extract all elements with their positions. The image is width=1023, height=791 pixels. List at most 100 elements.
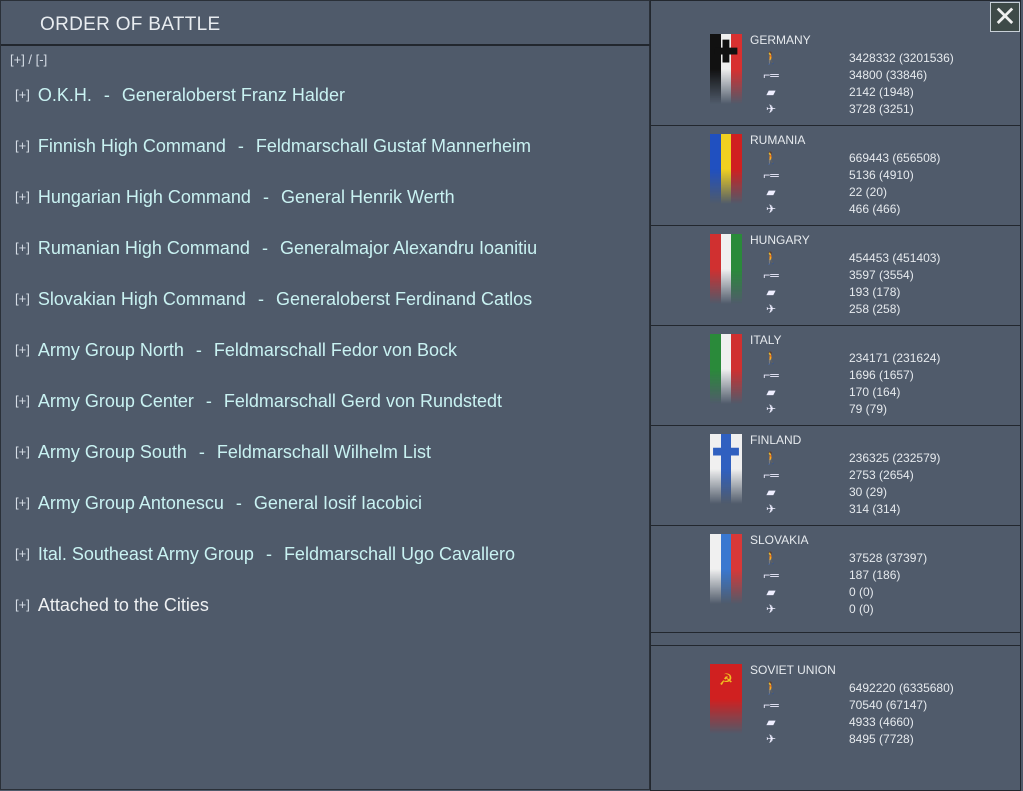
separator: -	[103, 85, 110, 105]
tank-icon: ▰	[766, 714, 776, 729]
close-button[interactable]: ✕	[990, 2, 1020, 32]
nation-summary-panel: ✚ GERMANY 🚶 3428332 (3201536) ⌐═ 34800 (33846…	[650, 0, 1023, 791]
command-name: Rumanian High Command	[37, 238, 250, 258]
separator: -	[198, 442, 205, 462]
stat-row: ⌐═ 5136 (4910)	[759, 166, 913, 183]
stat-row: ✈ 258 (258)	[759, 300, 900, 317]
nation-name: RUMANIA	[750, 133, 806, 147]
expand-button[interactable]: [+]	[15, 597, 30, 612]
separator: -	[262, 187, 269, 207]
stat-value: 3597 (3554)	[849, 267, 914, 282]
stat-row: 🚶 236325 (232579)	[759, 449, 941, 466]
stat-value: 0 (0)	[849, 601, 874, 616]
command-row[interactable]: [+] O.K.H. - Generaloberst Franz Halder	[15, 85, 345, 106]
stat-row: ⌐═ 187 (186)	[759, 566, 900, 583]
tank-icon: ▰	[766, 284, 776, 299]
stat-value: 34800 (33846)	[849, 67, 928, 82]
flag-icon: ✚	[710, 434, 743, 504]
stat-value: 3728 (3251)	[849, 101, 914, 116]
command-row[interactable]: [+] Army Group Center - Feldmarschall Gerd …	[15, 391, 502, 412]
page-title: ORDER OF BATTLE	[40, 14, 221, 35]
command-row[interactable]: [+] Hungarian High Command - General Henrik…	[15, 187, 455, 208]
command-row[interactable]: [+] Rumanian High Command - Generalmajor Al…	[15, 238, 537, 259]
expand-collapse-all-toggle[interactable]: [+] / [-]	[10, 52, 48, 67]
nation-stats: 🚶 454453 (451403) ⌐═ 3597 (3554) ▰ 193 (178) ✈…	[759, 249, 941, 317]
commander-name: General Iosif Iacobici	[253, 493, 423, 513]
separator: -	[205, 391, 212, 411]
stat-row: ▰ 30 (29)	[759, 483, 887, 500]
stat-value: 70540 (67147)	[849, 697, 928, 712]
command-row-attached-cities[interactable]: [+] Attached to the Cities	[15, 595, 209, 616]
stat-row: ✈ 3728 (3251)	[759, 100, 914, 117]
aircraft-icon: ✈	[765, 501, 777, 516]
stat-row: ▰ 0 (0)	[759, 583, 873, 600]
stat-row: ⌐═ 70540 (67147)	[759, 696, 927, 713]
stat-value: 187 (186)	[849, 567, 901, 582]
separator: -	[237, 136, 244, 156]
stat-value: 170 (164)	[849, 384, 901, 399]
expand-button[interactable]: [+]	[15, 444, 30, 459]
stat-value: 193 (178)	[849, 284, 901, 299]
commander-name: General Henrik Werth	[280, 187, 455, 207]
separator: -	[235, 493, 242, 513]
stat-value: 2142 (1948)	[849, 84, 914, 99]
stat-row: ⌐═ 2753 (2654)	[759, 466, 913, 483]
command-row[interactable]: [+] Finnish High Command - Feldmarschall Gu…	[15, 136, 531, 157]
aircraft-icon: ✈	[765, 731, 777, 746]
expand-button[interactable]: [+]	[15, 189, 30, 204]
nation-name: SOVIET UNION	[750, 663, 836, 677]
stat-value: 2753 (2654)	[849, 467, 914, 482]
divider	[1, 44, 651, 46]
artillery-icon: ⌐═	[763, 167, 779, 182]
nation-panel: HUNGARY 🚶 454453 (451403) ⌐═ 3597 (3554) ▰ 193…	[650, 225, 1021, 326]
expand-button[interactable]: [+]	[15, 138, 30, 153]
command-name: Slovakian High Command	[37, 289, 246, 309]
aircraft-icon: ✈	[765, 101, 777, 116]
expand-button[interactable]: [+]	[15, 87, 30, 102]
nation-stats: 🚶 6492220 (6335680) ⌐═ 70540 (67147) ▰ 4933 (…	[759, 679, 954, 747]
artillery-icon: ⌐═	[763, 67, 779, 82]
expand-button[interactable]: [+]	[15, 240, 30, 255]
command-row[interactable]: [+] Army Group North - Feldmarschall Fedor …	[15, 340, 457, 361]
nation-panel: ☭ SOVIET UNION 🚶 6492220 (6335680) ⌐═ 70540 (…	[650, 645, 1021, 791]
stat-row: 🚶 234171 (231624)	[759, 349, 941, 366]
stat-row: ▰ 170 (164)	[759, 383, 900, 400]
infantry-icon: 🚶	[763, 150, 779, 165]
stat-row: ✈ 79 (79)	[759, 400, 887, 417]
stat-row: 🚶 3428332 (3201536)	[759, 49, 954, 66]
nation-panel: RUMANIA 🚶 669443 (656508) ⌐═ 5136 (4910) ▰ 22 …	[650, 125, 1021, 226]
stat-row: ▰ 22 (20)	[759, 183, 887, 200]
nation-stats: 🚶 236325 (232579) ⌐═ 2753 (2654) ▰ 30 (29) ✈ 31…	[759, 449, 941, 517]
separator: -	[265, 544, 272, 564]
commander-name: Generalmajor Alexandru Ioanitiu	[279, 238, 538, 258]
stat-value: 22 (20)	[849, 184, 888, 199]
nation-name: FINLAND	[750, 433, 802, 447]
stat-row: ⌐═ 1696 (1657)	[759, 366, 913, 383]
command-name: Hungarian High Command	[37, 187, 251, 207]
close-icon: ✕	[993, 1, 1017, 32]
expand-button[interactable]: [+]	[15, 393, 30, 408]
expand-button[interactable]: [+]	[15, 342, 30, 357]
aircraft-icon: ✈	[765, 301, 777, 316]
tank-icon: ▰	[766, 484, 776, 499]
commander-name: Feldmarschall Ugo Cavallero	[283, 544, 516, 564]
stat-value: 79 (79)	[849, 401, 888, 416]
expand-button[interactable]: [+]	[15, 546, 30, 561]
command-row[interactable]: [+] Army Group South - Feldmarschall Wilhel…	[15, 442, 431, 463]
stat-value: 3428332 (3201536)	[849, 50, 954, 65]
stat-value: 6492220 (6335680)	[849, 680, 954, 695]
command-name: Ital. Southeast Army Group	[37, 544, 254, 564]
expand-button[interactable]: [+]	[15, 291, 30, 306]
command-row[interactable]: [+] Slovakian High Command - Generaloberst …	[15, 289, 532, 310]
nation-stats: 🚶 37528 (37397) ⌐═ 187 (186) ▰ 0 (0) ✈ 0 (0)	[759, 549, 927, 617]
command-row[interactable]: [+] Army Group Antonescu - General Iosif Ia…	[15, 493, 422, 514]
separator: -	[261, 238, 268, 258]
artillery-icon: ⌐═	[763, 567, 779, 582]
command-row[interactable]: [+] Ital. Southeast Army Group - Feldmarsch…	[15, 544, 515, 565]
expand-button[interactable]: [+]	[15, 495, 30, 510]
flag-icon	[710, 334, 743, 404]
stat-value: 0 (0)	[849, 584, 874, 599]
stat-value: 4933 (4660)	[849, 714, 914, 729]
stat-row: 🚶 454453 (451403)	[759, 249, 941, 266]
stat-value: 234171 (231624)	[849, 350, 941, 365]
